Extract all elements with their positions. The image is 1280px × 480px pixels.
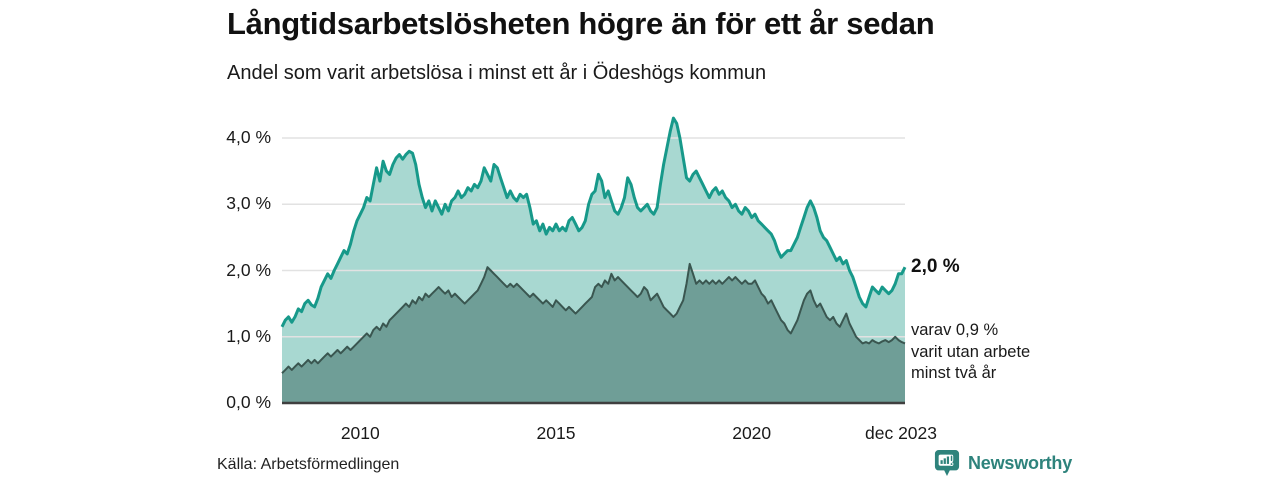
secondary-value-note: varav 0,9 % varit utan arbete minst två … [911,321,1031,382]
source-attribution: Källa: Arbetsförmedlingen [217,456,400,473]
x-tick-label: 2020 [732,423,772,443]
latest-value-label: 2,0 % [911,256,960,277]
brand-logo: Newsworthy [934,449,1072,477]
y-tick-label: 4,0 % [226,127,271,147]
brand-name: Newsworthy [968,452,1073,473]
x-tick-label: 2015 [536,423,576,443]
y-tick-label: 3,0 % [226,193,271,214]
newsworthy-bar-chart-icon [934,450,960,476]
y-tick-label: 0,0 % [226,392,271,412]
series-1-year-line [280,116,907,328]
y-tick-label: 1,0 % [226,325,271,346]
page-subtitle: Andel som varit arbetslösa i minst ett å… [227,62,767,84]
x-tick-label: 2010 [340,423,380,443]
y-tick-label: 2,0 % [226,259,271,280]
x-tick-label: dec 2023 [864,423,938,443]
series-2-year-line [281,262,906,374]
page-title: Långtidsarbetslösheten högre än för ett … [227,6,935,41]
series-2-year-area [282,263,905,403]
